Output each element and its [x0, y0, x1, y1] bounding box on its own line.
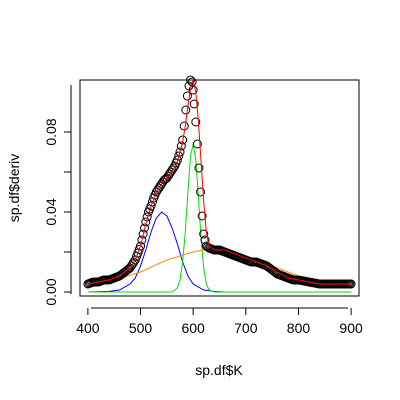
x-tick-label: 700	[234, 320, 258, 336]
x-axis-ticks: 400 500 600 700 800 900	[76, 308, 363, 336]
x-tick-label: 400	[76, 320, 100, 336]
y-tick-label: 0.04	[43, 198, 59, 225]
data-point	[146, 201, 156, 211]
data-point	[178, 135, 188, 145]
data-point	[139, 223, 149, 233]
data-point	[138, 229, 148, 239]
y-tick-label: 0.00	[43, 278, 59, 305]
x-tick-label: 800	[287, 320, 311, 336]
x-tick-label: 600	[181, 320, 205, 336]
data-point	[182, 91, 192, 101]
x-tick-label: 500	[129, 320, 153, 336]
x-axis-label: sp.df$K	[195, 362, 243, 378]
data-point	[189, 99, 199, 109]
data-point	[194, 163, 204, 173]
data-point	[175, 147, 185, 157]
data-point	[129, 257, 139, 267]
data-point	[186, 75, 196, 85]
data-point	[191, 117, 201, 127]
y-axis-ticks: 0.00 0.04 0.08	[43, 118, 71, 306]
y-axis-label: sp.df$deriv	[6, 154, 22, 222]
data-point	[137, 235, 147, 245]
data-point	[196, 187, 206, 197]
data-point	[197, 211, 207, 221]
data-point	[136, 241, 146, 251]
data-point	[174, 151, 184, 161]
data-point	[168, 163, 178, 173]
data-point	[192, 139, 202, 149]
total-fit-curve	[87, 78, 352, 285]
plot-frame	[79, 79, 360, 297]
observed-points	[83, 75, 356, 289]
data-point	[199, 229, 209, 239]
data-point	[181, 105, 191, 115]
data-point	[172, 155, 182, 165]
x-tick-label: 900	[339, 320, 363, 336]
data-point	[179, 121, 189, 131]
data-point	[188, 85, 198, 95]
data-point	[176, 141, 186, 151]
y-tick-label: 0.08	[43, 118, 59, 145]
